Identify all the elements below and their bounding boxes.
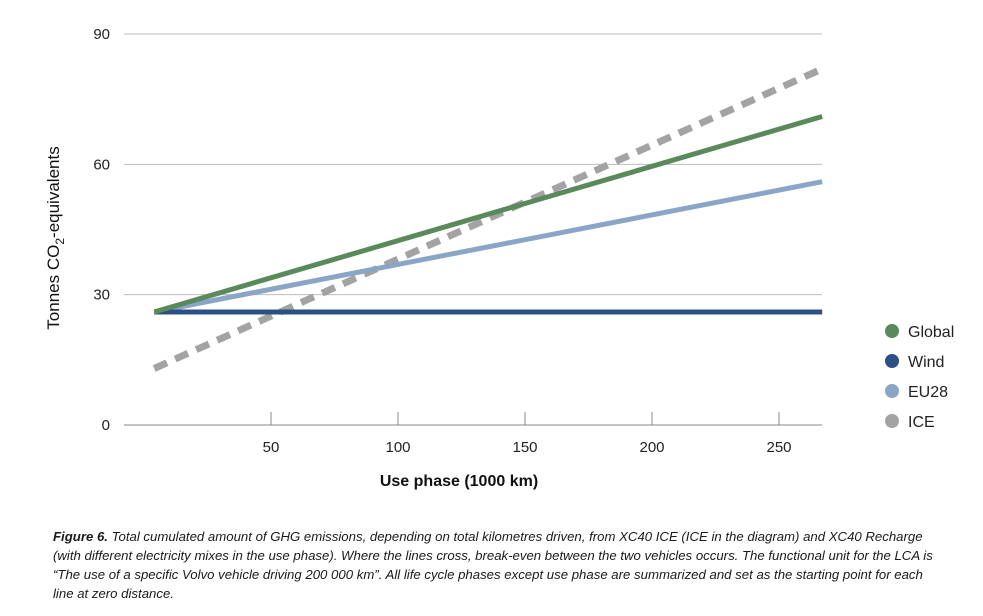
y-tick-label-90: 90 <box>93 26 110 43</box>
x-tick-label-200: 200 <box>639 439 664 456</box>
y-axis-title-suffix: -equivalents <box>44 146 63 238</box>
y-axis-title-subscript: 2 <box>53 238 67 245</box>
y-axis-title-prefix: Tonnes CO <box>44 245 63 330</box>
data-series <box>152 65 824 372</box>
legend: Global Wind EU28 ICE <box>885 324 954 431</box>
legend-marker-global <box>885 324 899 338</box>
y-tick-label-30: 30 <box>93 287 110 304</box>
legend-label-global: Global <box>908 324 954 341</box>
legend-label-eu28: EU28 <box>908 384 948 401</box>
y-tick-label-0: 0 <box>102 417 110 434</box>
legend-marker-ice <box>885 414 899 428</box>
x-tick-label-150: 150 <box>512 439 537 456</box>
grid-lines <box>124 33 822 426</box>
series-line-eu28 <box>153 179 823 315</box>
figure-caption-text: Total cumulated amount of GHG emissions,… <box>53 529 933 601</box>
figure-caption: Figure 6. Total cumulated amount of GHG … <box>53 527 933 603</box>
y-axis-title: Tonnes CO2-equivalents <box>44 146 67 329</box>
series-line-ice <box>152 65 824 372</box>
legend-marker-wind <box>885 354 899 368</box>
x-axis-title: Use phase (1000 km) <box>380 473 538 490</box>
series-line-global <box>153 114 823 315</box>
emissions-line-chart: 0 30 60 90 50 100 150 200 250 Global Wind EU28 ICE… <box>44 26 954 490</box>
legend-label-ice: ICE <box>908 414 935 431</box>
x-tick-label-250: 250 <box>766 439 791 456</box>
y-tick-label-60: 60 <box>93 156 110 173</box>
legend-marker-eu28 <box>885 384 899 398</box>
x-axis: 50 100 150 200 250 <box>263 412 792 456</box>
x-tick-label-100: 100 <box>385 439 410 456</box>
figure-label: Figure 6. <box>53 529 108 544</box>
y-axis-ticks: 0 30 60 90 <box>93 26 110 434</box>
legend-label-wind: Wind <box>908 354 944 371</box>
x-tick-label-50: 50 <box>263 439 280 456</box>
